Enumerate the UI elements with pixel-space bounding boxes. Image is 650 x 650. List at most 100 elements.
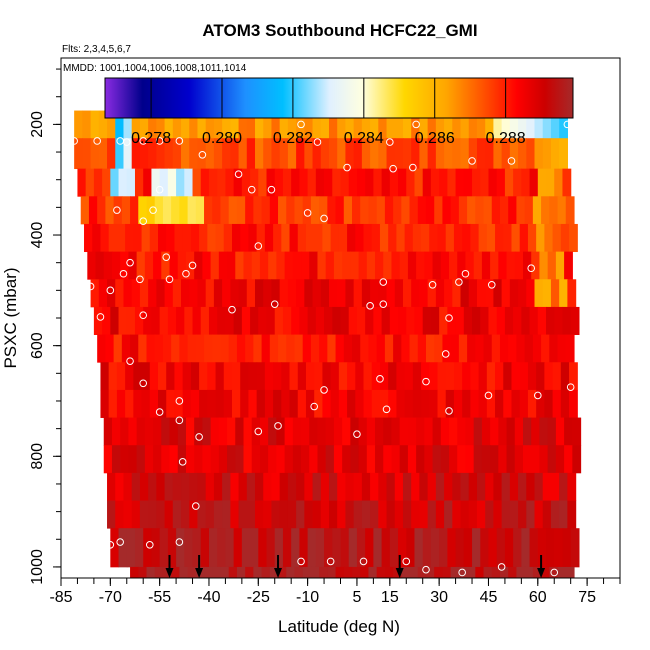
- heatmap-cell: [340, 168, 350, 197]
- heatmap-cell: [485, 110, 495, 139]
- heatmap-cell: [463, 528, 473, 568]
- heatmap-cell: [343, 334, 353, 363]
- heatmap-cell: [87, 251, 97, 280]
- heatmap-cell: [496, 168, 506, 197]
- heatmap-cell: [238, 110, 248, 139]
- heatmap-cell: [353, 110, 363, 139]
- heatmap-cell: [172, 472, 182, 501]
- heatmap-cell: [164, 279, 174, 308]
- heatmap-cell: [268, 251, 277, 280]
- heatmap-cell: [185, 251, 195, 280]
- heatmap-cell: [531, 251, 541, 280]
- heatmap-cell: [499, 334, 509, 363]
- heatmap-cell: [508, 196, 518, 225]
- heatmap-layers: [74, 102, 582, 578]
- heatmap-cell: [401, 196, 411, 225]
- heatmap-cell: [550, 138, 560, 170]
- heatmap-cell: [263, 138, 273, 170]
- heatmap-cell: [366, 251, 376, 280]
- heatmap-cell: [105, 334, 115, 363]
- heatmap-cell: [95, 251, 105, 280]
- heatmap-cell: [506, 417, 516, 446]
- heatmap-cell: [204, 196, 213, 225]
- heatmap-cell: [296, 279, 305, 308]
- sample-point: [274, 422, 282, 430]
- heatmap-cell: [391, 251, 401, 280]
- heatmap-cell: [358, 251, 368, 280]
- heatmap-cell: [509, 472, 519, 501]
- heatmap-cell: [102, 168, 111, 197]
- heatmap-cell: [371, 362, 381, 391]
- heatmap-cell: [100, 389, 110, 418]
- heatmap-cell: [278, 334, 287, 363]
- heatmap-cell: [317, 251, 327, 280]
- heatmap-cell: [139, 500, 149, 529]
- heatmap-cell: [197, 500, 207, 529]
- heatmap-cell: [281, 223, 291, 253]
- heatmap-cell: [534, 472, 544, 501]
- heatmap-cell: [319, 196, 328, 225]
- heatmap-cell: [241, 306, 251, 335]
- heatmap-cell: [406, 168, 416, 197]
- heatmap-cell: [518, 110, 527, 139]
- heatmap-cell: [470, 389, 480, 418]
- heatmap-cell: [353, 500, 363, 529]
- colorbar-tick-label: 0.278: [131, 130, 171, 147]
- heatmap-cell: [417, 566, 427, 578]
- heatmap-cell: [518, 279, 527, 308]
- sample-point: [422, 377, 430, 386]
- heatmap-cell: [194, 417, 203, 446]
- heatmap-cell: [328, 279, 338, 308]
- heatmap-cell: [508, 334, 518, 363]
- heatmap-cell: [468, 138, 478, 170]
- heatmap-cell: [567, 279, 577, 308]
- heatmap-cell: [481, 445, 491, 474]
- heatmap-cell: [391, 445, 401, 474]
- heatmap-cell: [493, 500, 503, 529]
- heatmap-cell: [258, 168, 268, 197]
- heatmap-cell: [516, 566, 526, 578]
- heatmap-cell: [190, 223, 200, 253]
- heatmap-cell: [210, 445, 220, 474]
- heatmap-cell: [296, 500, 305, 529]
- sample-point: [310, 402, 318, 411]
- heatmap-cell: [384, 334, 394, 363]
- heatmap-cell: [453, 389, 463, 418]
- heatmap-cell: [131, 279, 141, 308]
- heatmap-cell: [363, 389, 373, 418]
- y-tick-label: 800: [29, 443, 46, 470]
- heatmap-cell: [181, 279, 190, 308]
- heatmap-cell: [407, 417, 417, 446]
- heatmap-cell: [340, 528, 350, 568]
- heatmap-cell: [182, 389, 192, 418]
- heatmap-cell: [378, 472, 388, 501]
- heatmap-cell: [251, 251, 261, 280]
- heatmap-cell: [253, 196, 263, 225]
- heatmap-cell: [444, 279, 453, 308]
- heatmap-cell: [425, 334, 435, 363]
- heatmap-cell: [123, 279, 133, 308]
- heatmap-cell: [255, 279, 264, 308]
- heatmap-cell: [215, 362, 225, 391]
- heatmap-cell: [233, 168, 243, 197]
- heatmap-cell: [361, 472, 371, 501]
- heatmap-cell: [491, 196, 501, 225]
- heatmap-cell: [534, 138, 544, 170]
- heatmap-cell: [485, 279, 495, 308]
- heatmap-cell: [325, 417, 335, 446]
- heatmap-cell: [176, 528, 185, 568]
- heatmap-cell: [358, 445, 368, 474]
- heatmap-cell: [223, 223, 233, 253]
- heatmap-cell: [279, 279, 289, 308]
- heatmap-cell: [554, 168, 564, 197]
- sample-point: [303, 209, 312, 217]
- sample-point: [326, 557, 335, 566]
- heatmap-cell: [292, 251, 302, 280]
- heatmap-cell: [404, 389, 414, 418]
- heatmap-cell: [473, 251, 483, 280]
- heatmap-cell: [376, 196, 386, 225]
- heatmap-cell: [486, 223, 496, 253]
- heatmap-cell: [266, 528, 276, 568]
- heatmap-cell: [509, 110, 519, 139]
- heatmap-cell: [282, 528, 292, 568]
